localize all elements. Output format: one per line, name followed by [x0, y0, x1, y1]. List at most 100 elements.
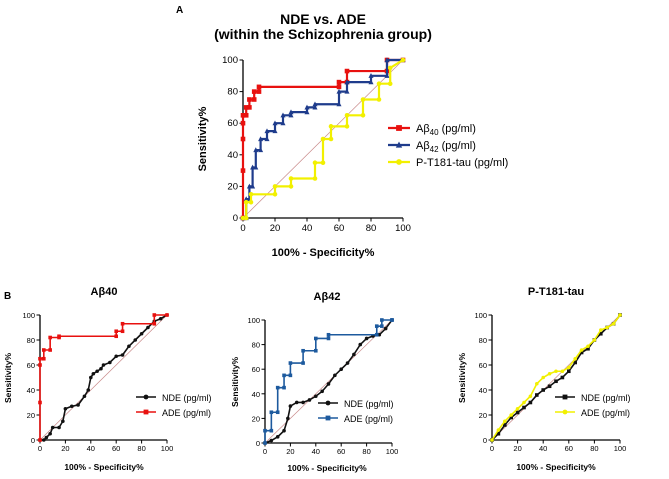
data-point: [272, 128, 278, 134]
data-point: [368, 73, 374, 78]
x-tick-label: 20: [270, 223, 281, 234]
data-point: [158, 316, 163, 321]
data-point: [528, 400, 533, 405]
x-tick-label: 20: [286, 447, 294, 456]
chart-title: NDE vs. ADE: [280, 11, 366, 27]
data-point: [133, 338, 138, 342]
y-tick-label: 60: [479, 361, 487, 370]
x-tick-label: 60: [565, 444, 573, 453]
data-point: [312, 104, 318, 110]
data-point: [288, 112, 294, 118]
data-point: [400, 57, 406, 63]
series-1: ADE (pg/ml): [38, 313, 211, 442]
series-0: NDE (pg/ml): [263, 318, 394, 445]
data-point: [301, 400, 305, 405]
data-point: [358, 342, 363, 347]
data-point: [307, 398, 312, 402]
data-point: [50, 425, 55, 430]
data-point: [288, 373, 293, 378]
data-point: [496, 428, 501, 432]
data-point: [344, 113, 350, 118]
x-tick-label: 40: [539, 444, 547, 453]
data-point: [345, 361, 350, 365]
legend-swatch-marker: [562, 394, 568, 400]
legend-label: NDE (pg/ml): [162, 393, 212, 403]
data-point: [243, 105, 249, 110]
data-point: [496, 431, 501, 436]
x-axis-label: 100% - Specificity%: [272, 247, 375, 259]
data-point: [275, 410, 280, 415]
y-tick-label: 60: [227, 118, 238, 129]
data-point: [247, 97, 252, 102]
x-tick-label: 40: [87, 444, 95, 453]
data-point: [240, 136, 246, 142]
x-tick-label: 60: [334, 223, 345, 234]
data-point: [120, 353, 125, 357]
data-point: [320, 160, 326, 165]
legend-label: P-T181-tau (pg/ml): [416, 157, 508, 169]
y-tick-label: 100: [247, 316, 260, 325]
data-point: [301, 348, 305, 353]
data-point: [272, 120, 278, 126]
legend-swatch-marker: [143, 394, 149, 400]
data-point: [509, 413, 513, 417]
data-point: [579, 348, 584, 352]
data-point: [282, 373, 286, 378]
data-point: [560, 375, 565, 380]
data-point: [251, 97, 257, 102]
data-point: [344, 79, 350, 85]
data-point: [42, 348, 46, 352]
data-point: [383, 326, 388, 331]
data-point: [91, 371, 96, 376]
data-point: [314, 336, 318, 341]
data-point: [312, 176, 318, 181]
data-point: [503, 423, 507, 427]
data-point: [282, 428, 286, 433]
series-0: NDE (pg/ml): [490, 313, 631, 442]
data-point: [256, 84, 262, 90]
series-line: [264, 319, 393, 444]
data-point: [44, 435, 49, 440]
data-point: [240, 113, 246, 118]
data-point: [515, 410, 520, 415]
data-point: [535, 381, 539, 386]
data-point: [250, 164, 256, 170]
legend-label: NDE (pg/ml): [344, 399, 394, 409]
data-point: [95, 369, 99, 374]
panel-b-letter: B: [4, 291, 11, 302]
x-tick-label: 20: [513, 444, 521, 453]
data-point: [390, 318, 394, 322]
data-point: [42, 356, 46, 361]
legend-swatch-marker: [395, 141, 403, 148]
data-point: [344, 124, 350, 129]
data-point: [248, 192, 254, 197]
data-point: [286, 416, 290, 421]
data-point: [288, 176, 294, 181]
data-point: [314, 348, 318, 353]
data-point: [243, 196, 249, 202]
x-tick-label: 40: [312, 447, 320, 456]
x-axis-label: 100% - Specificity%: [64, 462, 144, 472]
data-point: [352, 352, 356, 357]
legend-swatch-marker: [396, 159, 402, 165]
data-point: [99, 366, 103, 371]
y-tick-label: 80: [252, 341, 260, 350]
y-tick-label: 80: [479, 336, 487, 345]
y-tick-label: 100: [22, 311, 35, 320]
x-tick-label: 40: [302, 223, 313, 234]
y-tick-label: 20: [227, 181, 238, 192]
y-tick-label: 0: [31, 436, 35, 445]
data-point: [269, 438, 274, 443]
data-point: [272, 184, 278, 189]
data-point: [269, 428, 274, 433]
data-point: [541, 375, 545, 380]
data-point: [42, 438, 46, 442]
data-point: [108, 360, 112, 365]
x-tick-label: 0: [240, 223, 245, 234]
x-tick-label: 100: [386, 447, 399, 456]
data-point: [38, 363, 42, 367]
data-point: [374, 324, 379, 328]
y-tick-label: 100: [474, 311, 487, 320]
x-tick-label: 100: [395, 223, 411, 234]
y-tick-label: 60: [252, 365, 260, 374]
